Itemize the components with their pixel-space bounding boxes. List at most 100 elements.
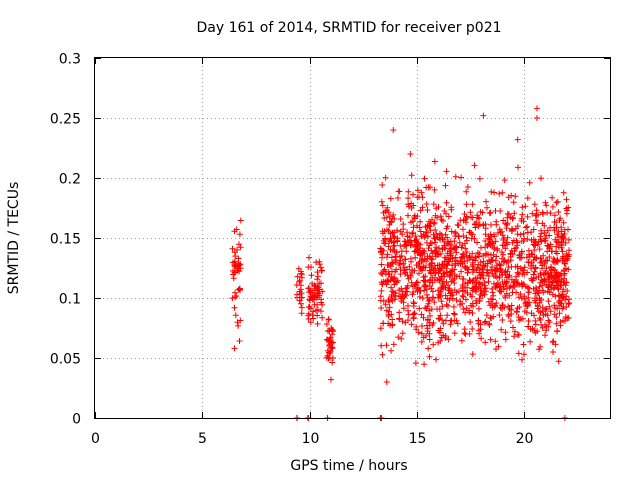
data-point xyxy=(462,331,469,338)
data-point xyxy=(490,273,497,279)
axis-ticks xyxy=(95,58,610,419)
data-point xyxy=(424,295,431,301)
data-point xyxy=(535,238,542,245)
data-point xyxy=(535,211,542,218)
data-point xyxy=(429,256,436,263)
data-point xyxy=(543,202,550,209)
data-point xyxy=(418,330,425,337)
data-point xyxy=(427,220,434,227)
data-point xyxy=(562,318,568,324)
data-point xyxy=(533,287,540,294)
data-point xyxy=(485,240,492,247)
data-point xyxy=(440,217,446,224)
data-point xyxy=(548,264,555,270)
data-point xyxy=(298,270,304,277)
data-point xyxy=(433,356,439,363)
data-point xyxy=(551,257,558,264)
data-point xyxy=(410,299,417,306)
data-point xyxy=(418,233,425,240)
data-point xyxy=(430,201,437,208)
data-point xyxy=(566,247,573,254)
data-point xyxy=(430,231,437,238)
data-point xyxy=(524,213,531,220)
data-point xyxy=(476,305,482,312)
data-point xyxy=(538,230,545,237)
data-point xyxy=(502,245,509,252)
data-point xyxy=(437,236,444,243)
data-point xyxy=(500,251,507,258)
data-point xyxy=(469,231,476,238)
data-point xyxy=(486,321,493,328)
data-point xyxy=(447,252,454,259)
data-point xyxy=(388,347,395,354)
data-point xyxy=(563,210,570,217)
data-point xyxy=(422,232,429,239)
data-point xyxy=(520,267,527,274)
data-point xyxy=(464,184,471,190)
data-point xyxy=(445,336,452,343)
data-point xyxy=(420,314,427,321)
data-point xyxy=(563,251,570,257)
data-point xyxy=(328,376,334,383)
data-point xyxy=(401,256,408,263)
data-point xyxy=(565,301,572,307)
data-point xyxy=(431,299,438,306)
data-point xyxy=(512,328,518,335)
data-point xyxy=(520,341,527,348)
data-point xyxy=(516,254,523,261)
data-point xyxy=(545,298,552,305)
data-point xyxy=(501,279,508,285)
data-point xyxy=(389,316,396,323)
data-point xyxy=(533,274,540,281)
data-point xyxy=(318,280,324,287)
data-point xyxy=(475,261,482,268)
data-point xyxy=(397,216,404,222)
data-point xyxy=(492,266,499,273)
data-point xyxy=(415,329,422,336)
data-point xyxy=(469,300,476,307)
data-point xyxy=(307,289,314,296)
data-point xyxy=(233,226,240,233)
data-point xyxy=(537,272,544,278)
data-point xyxy=(530,226,537,233)
data-point xyxy=(390,239,397,246)
data-point xyxy=(511,210,518,217)
data-point xyxy=(543,281,550,288)
data-point xyxy=(442,231,449,238)
data-point xyxy=(400,221,407,228)
data-point xyxy=(464,290,471,296)
data-point xyxy=(518,280,525,287)
data-point xyxy=(476,298,483,305)
data-point xyxy=(414,187,421,194)
data-point xyxy=(486,210,493,217)
data-point xyxy=(533,255,540,262)
data-point xyxy=(546,232,553,239)
data-point xyxy=(489,289,496,296)
data-point xyxy=(444,240,451,247)
data-point xyxy=(314,269,321,276)
data-point xyxy=(458,244,465,251)
data-point xyxy=(442,335,449,341)
data-point xyxy=(316,258,323,265)
data-point xyxy=(477,265,483,272)
data-point xyxy=(389,268,395,275)
data-point xyxy=(394,237,401,244)
data-point xyxy=(551,284,558,291)
data-point xyxy=(462,245,469,252)
data-point xyxy=(330,339,336,346)
data-point xyxy=(416,305,423,312)
data-point xyxy=(406,263,413,270)
data-point xyxy=(542,270,549,276)
data-point xyxy=(432,265,439,272)
data-point xyxy=(432,248,439,255)
data-point xyxy=(437,288,444,295)
data-point xyxy=(439,284,446,291)
data-point xyxy=(512,225,519,232)
data-point xyxy=(559,295,566,302)
data-point xyxy=(313,294,320,301)
data-point xyxy=(393,249,400,256)
data-point xyxy=(557,322,564,329)
data-point xyxy=(411,310,418,317)
data-point xyxy=(445,256,452,263)
data-point xyxy=(229,245,236,252)
